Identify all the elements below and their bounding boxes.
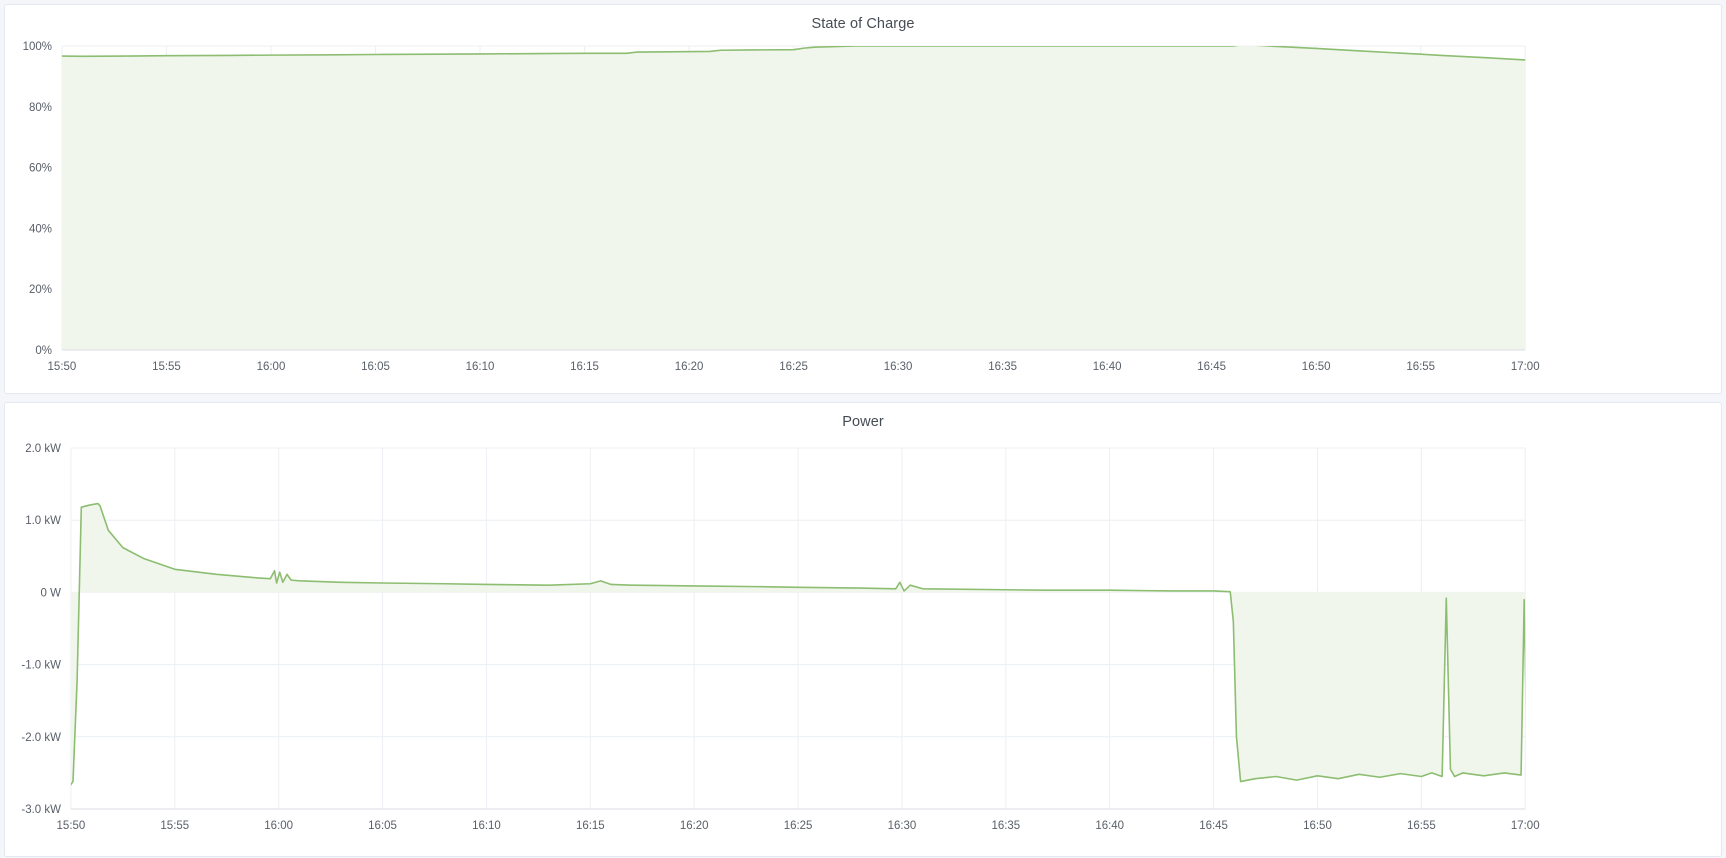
x-axis-tick-label: 16:30 (884, 361, 913, 373)
x-axis-tick-label: 16:45 (1199, 820, 1228, 832)
chart-power[interactable]: 2.0 kW 1.0 kW 0 W -1.0 kW -2.0 kW -3.0 kW 15:5… (5, 430, 1721, 845)
x-axis-tick-label: 16:55 (1407, 820, 1436, 832)
x-axis-tick-label: 16:15 (576, 820, 605, 832)
y-axis-tick-label: 2.0 kW (25, 443, 61, 455)
x-axis-tick-label: 15:55 (152, 361, 181, 373)
y-axis-tick-label: 0% (35, 345, 52, 357)
chart-state-of-charge[interactable]: 0% 20% 40% 60% 80% 100% 15:50 15:55 16:00 16:05 16… (5, 32, 1721, 382)
panel-title-power: Power (842, 414, 884, 430)
x-axis-tick-label: 16:10 (466, 361, 495, 373)
x-axis-tick-label: 16:00 (257, 361, 286, 373)
y-axis-tick-label: -1.0 kW (21, 660, 61, 672)
x-axis-tick-label: 16:20 (675, 361, 704, 373)
x-axis-tick-label: 16:35 (988, 361, 1017, 373)
panel-title-state-of-charge: State of Charge (811, 16, 915, 32)
y-axis-tick-label: 20% (29, 284, 52, 296)
y-axis-tick-label: 0 W (41, 587, 62, 599)
panel-power: Power 2.0 kW 1.0 kW 0 W -1.0 kW -2.0 kW -3.0 … (4, 402, 1722, 857)
x-axis-tick-label: 16:30 (888, 820, 917, 832)
x-axis-tick-label: 16:05 (361, 361, 390, 373)
y-axis-tick-label: 40% (29, 223, 52, 235)
y-axis-tick-label: -3.0 kW (21, 804, 61, 816)
x-axis-tick-label: 16:40 (1093, 361, 1122, 373)
x-axis-tick-label: 15:55 (160, 820, 189, 832)
y-axis-tick-label: -2.0 kW (21, 732, 61, 744)
y-axis-tick-label: 100% (23, 41, 52, 53)
x-axis-tick-label: 17:00 (1511, 820, 1540, 832)
y-axis-tick-label: 1.0 kW (25, 515, 61, 527)
x-axis-tick-label: 16:50 (1302, 361, 1331, 373)
x-axis-tick-label: 16:25 (784, 820, 813, 832)
panel-state-of-charge: State of Charge 0% 20% 40% 60% 80% 100% 15:50 1… (4, 4, 1722, 394)
x-axis-tick-label: 16:10 (472, 820, 501, 832)
x-axis-tick-label: 15:50 (48, 361, 77, 373)
x-axis-tick-label: 16:05 (368, 820, 397, 832)
y-axis-tick-label: 80% (29, 102, 52, 114)
x-axis-tick-label: 16:25 (779, 361, 808, 373)
x-axis-tick-label: 15:50 (57, 820, 86, 832)
x-axis-tick-label: 16:20 (680, 820, 709, 832)
x-axis-tick-label: 17:00 (1511, 361, 1540, 373)
x-axis-tick-label: 16:15 (570, 361, 599, 373)
chart-svg-state-of-charge[interactable]: 0% 20% 40% 60% 80% 100% 15:50 15:55 16:00 16:05 16… (5, 32, 1721, 382)
x-axis-tick-label: 16:50 (1303, 820, 1332, 832)
x-axis-tick-label: 16:35 (991, 820, 1020, 832)
x-axis-tick-label: 16:00 (264, 820, 293, 832)
x-axis-tick-label: 16:55 (1406, 361, 1435, 373)
y-axis-tick-label: 60% (29, 163, 52, 175)
x-axis-tick-label: 16:40 (1095, 820, 1124, 832)
chart-svg-power[interactable]: 2.0 kW 1.0 kW 0 W -1.0 kW -2.0 kW -3.0 kW 15:5… (5, 430, 1721, 845)
x-axis-tick-label: 16:45 (1197, 361, 1226, 373)
